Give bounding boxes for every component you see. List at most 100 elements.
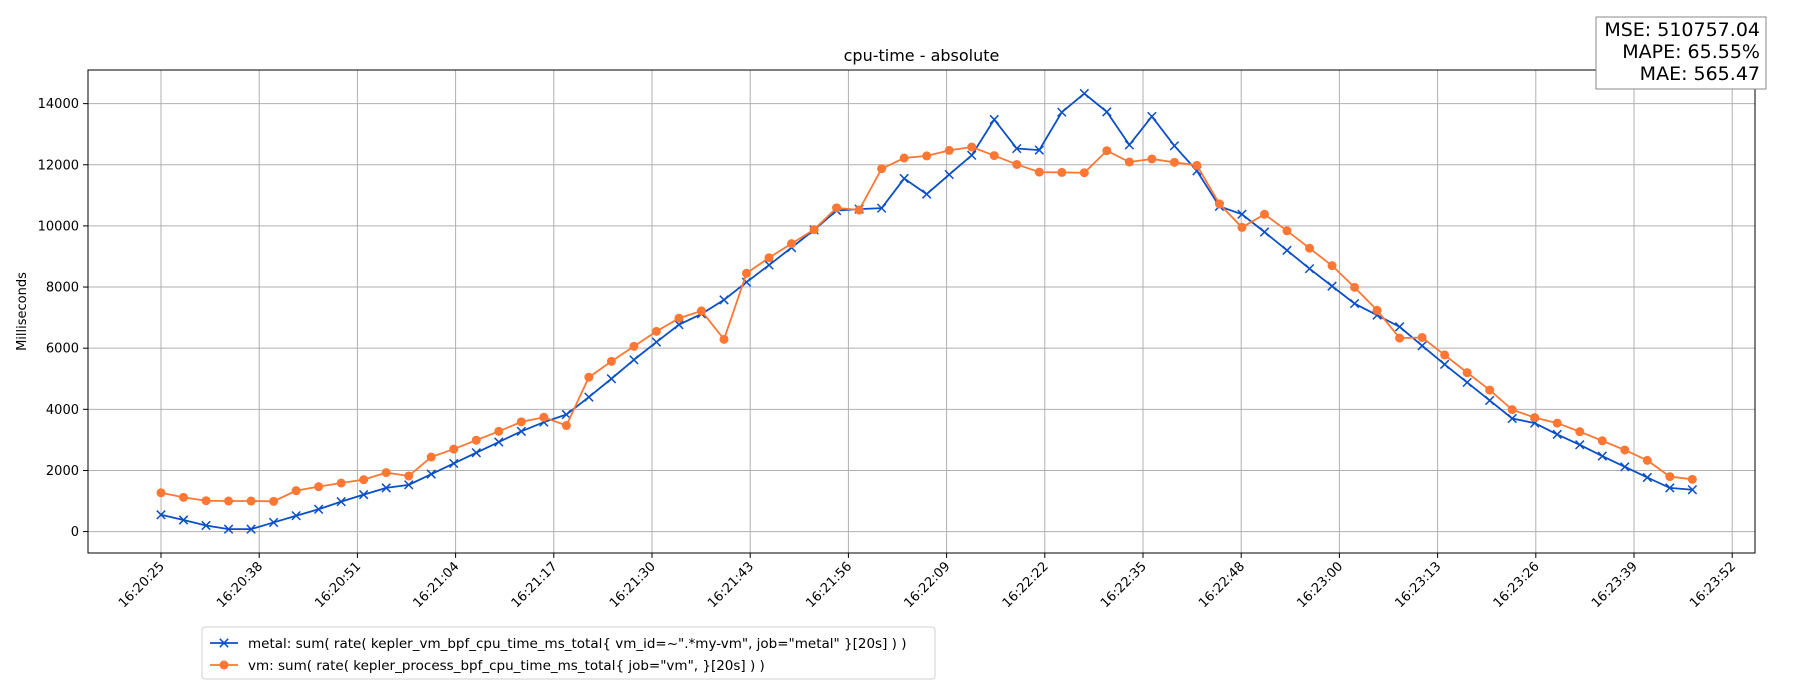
data-point bbox=[494, 426, 504, 436]
data-point bbox=[719, 334, 729, 344]
legend: metal: sum( rate( kepler_vm_bpf_cpu_time… bbox=[201, 626, 936, 680]
data-point bbox=[989, 114, 999, 125]
series-layer bbox=[156, 88, 1698, 534]
data-point bbox=[471, 448, 482, 458]
legend-marker bbox=[219, 638, 229, 648]
series-vm bbox=[156, 142, 1697, 506]
data-point bbox=[1597, 451, 1608, 461]
data-point bbox=[381, 483, 391, 493]
data-point bbox=[606, 374, 617, 384]
data-point bbox=[201, 496, 211, 506]
data-point bbox=[787, 239, 797, 249]
data-point bbox=[696, 306, 706, 316]
data-point bbox=[1237, 222, 1247, 232]
data-point bbox=[651, 337, 662, 347]
data-point bbox=[1259, 227, 1270, 237]
data-point bbox=[516, 417, 526, 427]
metric-line: MSE: 510757.04 bbox=[1604, 19, 1760, 41]
data-point bbox=[674, 313, 684, 323]
data-point bbox=[1575, 440, 1585, 450]
data-point bbox=[832, 203, 842, 213]
data-point bbox=[1507, 413, 1517, 424]
data-point bbox=[314, 482, 324, 492]
grid bbox=[88, 70, 1755, 553]
data-point bbox=[809, 225, 819, 235]
data-point bbox=[1327, 281, 1337, 291]
data-point bbox=[876, 203, 887, 213]
data-point bbox=[246, 496, 256, 506]
data-point bbox=[426, 469, 436, 479]
data-point bbox=[921, 189, 932, 199]
plot-frame bbox=[87, 69, 1756, 554]
data-point bbox=[1102, 146, 1112, 156]
data-point bbox=[1350, 282, 1360, 292]
data-point bbox=[179, 492, 189, 502]
data-point bbox=[1192, 160, 1202, 170]
data-point bbox=[877, 164, 887, 174]
data-point bbox=[584, 392, 594, 402]
data-point bbox=[1124, 140, 1135, 150]
data-point bbox=[742, 268, 752, 278]
data-point bbox=[1034, 167, 1044, 177]
data-point bbox=[1282, 245, 1292, 256]
data-point bbox=[1552, 429, 1562, 440]
data-point bbox=[1665, 483, 1675, 493]
data-point bbox=[899, 153, 909, 163]
data-point bbox=[944, 169, 954, 180]
data-point bbox=[291, 510, 301, 521]
metrics-box-frame bbox=[1595, 16, 1767, 90]
data-point bbox=[494, 437, 504, 447]
legend-marker bbox=[219, 660, 229, 670]
data-point bbox=[1349, 298, 1360, 309]
metric-line: MAPE: 65.55% bbox=[1622, 41, 1760, 63]
data-point bbox=[246, 524, 256, 534]
data-point bbox=[1462, 377, 1472, 388]
y-tick-label: 12000 bbox=[38, 158, 79, 173]
data-point bbox=[1147, 111, 1157, 122]
legend-item: metal: sum( rate( kepler_vm_bpf_cpu_time… bbox=[210, 636, 906, 652]
data-point bbox=[201, 520, 211, 531]
data-point bbox=[1439, 359, 1450, 370]
data-point bbox=[1057, 107, 1067, 117]
data-point bbox=[1282, 226, 1292, 236]
data-point bbox=[1440, 350, 1450, 360]
data-point bbox=[1124, 157, 1134, 167]
data-point bbox=[561, 409, 572, 420]
data-point bbox=[358, 489, 369, 500]
y-tick-label: 2000 bbox=[46, 464, 79, 479]
data-point bbox=[1642, 455, 1652, 465]
data-point bbox=[1012, 159, 1022, 169]
data-point bbox=[313, 504, 324, 515]
data-point bbox=[1642, 472, 1653, 483]
data-point bbox=[989, 151, 999, 161]
data-point bbox=[967, 142, 977, 152]
data-point bbox=[966, 150, 977, 161]
data-point bbox=[1079, 168, 1089, 178]
data-point bbox=[1327, 261, 1337, 271]
data-point bbox=[1372, 305, 1382, 315]
data-point bbox=[1034, 145, 1045, 155]
data-point bbox=[359, 475, 369, 485]
data-point bbox=[1259, 209, 1269, 219]
data-point bbox=[404, 471, 414, 481]
data-point bbox=[584, 372, 594, 382]
data-point bbox=[1687, 474, 1697, 484]
data-point bbox=[1620, 445, 1630, 455]
data-point bbox=[291, 486, 301, 496]
data-point bbox=[224, 496, 234, 506]
data-point bbox=[719, 295, 729, 305]
data-point bbox=[1147, 154, 1157, 164]
data-point bbox=[1687, 484, 1698, 495]
data-point bbox=[539, 412, 549, 422]
data-point bbox=[403, 480, 414, 490]
data-point bbox=[899, 173, 909, 184]
data-point bbox=[156, 488, 166, 498]
y-tick-label: 6000 bbox=[46, 342, 79, 357]
data-point bbox=[381, 468, 391, 478]
data-point bbox=[944, 145, 954, 155]
y-tick-label: 0 bbox=[71, 525, 79, 540]
data-point bbox=[516, 426, 527, 437]
data-point bbox=[1597, 436, 1607, 446]
data-point bbox=[854, 205, 864, 215]
